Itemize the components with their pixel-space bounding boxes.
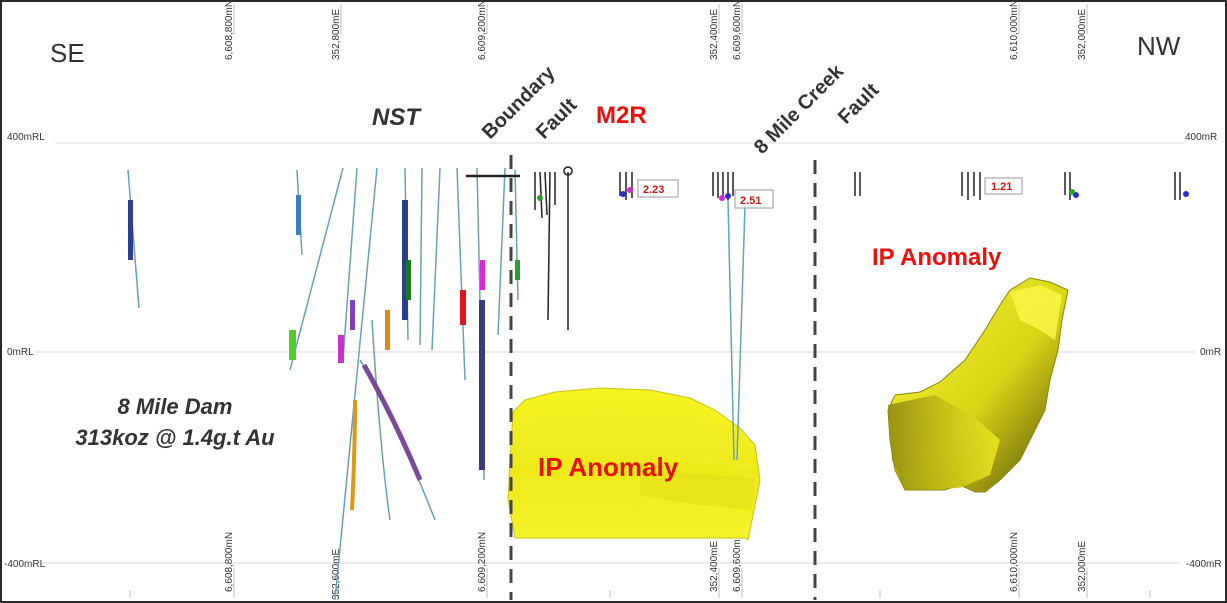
grade-label-2: 2.51 [740, 195, 761, 207]
grid-labels-bottom: 6,608,800mN 352,600mE 6,609,200mN 352,40… [224, 532, 1088, 600]
grid-label-610000-bottom: 6,610,000mN [1009, 532, 1020, 592]
rl-label-neg400-left: -400mRL [4, 559, 46, 570]
rl-label-0-left: 0mRL [7, 347, 34, 358]
ip-anomaly-left-label: IP Anomaly [538, 452, 679, 482]
assay-segments [128, 195, 520, 511]
ip-anomaly-right-label: IP Anomaly [872, 244, 1002, 271]
grid-label-608800-bottom: 6,608,800mN [224, 532, 235, 592]
grid-label-609200-bottom: 6,609,200mN [477, 532, 488, 592]
grade-box-2 [734, 189, 774, 209]
orientation-nw: NW [1137, 31, 1181, 61]
grid-label-352000-bottom: 352,000mE [1077, 541, 1088, 592]
nst-label: NST [372, 104, 422, 131]
ip-anomaly-right-body [887, 277, 1069, 493]
drillhole-markers [537, 187, 1189, 201]
rl-label-400-left: 400mRL [7, 132, 45, 143]
deposit-name: 8 Mile Dam [118, 394, 233, 419]
grid-label-608800-top: 6,608,800mN [224, 0, 235, 60]
grid-label-352800-top: 352,800mE [331, 9, 342, 60]
grade-box-3 [984, 177, 1023, 195]
grid-labels-top: 6,608,800mN 352,800mE 6,609,200mN 352,40… [224, 0, 1088, 60]
drillholes-m2r [534, 166, 1181, 330]
grid-label-609600-top: 6,609,600mN [732, 0, 743, 60]
grid-label-352400-bottom: 352,400mE [709, 541, 720, 592]
grid-label-609600-bottom: 6,609,600mN [732, 532, 743, 592]
ip-anomaly-left-body [507, 387, 761, 541]
m2r-label: M2R [596, 102, 647, 129]
grade-labels: 2.23 2.51 1.21 [637, 177, 1023, 209]
rl-label-0-right: 0mR [1200, 347, 1221, 358]
grid-ticks [129, 4, 1151, 598]
grid-label-352000-top: 352,000mE [1077, 9, 1088, 60]
grid-label-609200-top: 6,609,200mN [477, 0, 488, 60]
grade-label-1: 2.23 [643, 184, 664, 196]
grid-label-352400-top: 352,400mE [709, 9, 720, 60]
grid-label-352600-bottom: 352,600mE [331, 549, 342, 600]
grid-label-610000-top: 6,610,000mN [1009, 0, 1020, 60]
grade-box-1 [637, 179, 679, 198]
deposit-resource: 313koz @ 1.4g.t Au [75, 425, 275, 450]
rl-label-neg400-right: -400mR [1186, 559, 1222, 570]
grade-label-3: 1.21 [991, 181, 1012, 193]
orientation-se: SE [50, 38, 85, 68]
rl-label-400-right: 400mR [1185, 132, 1217, 143]
